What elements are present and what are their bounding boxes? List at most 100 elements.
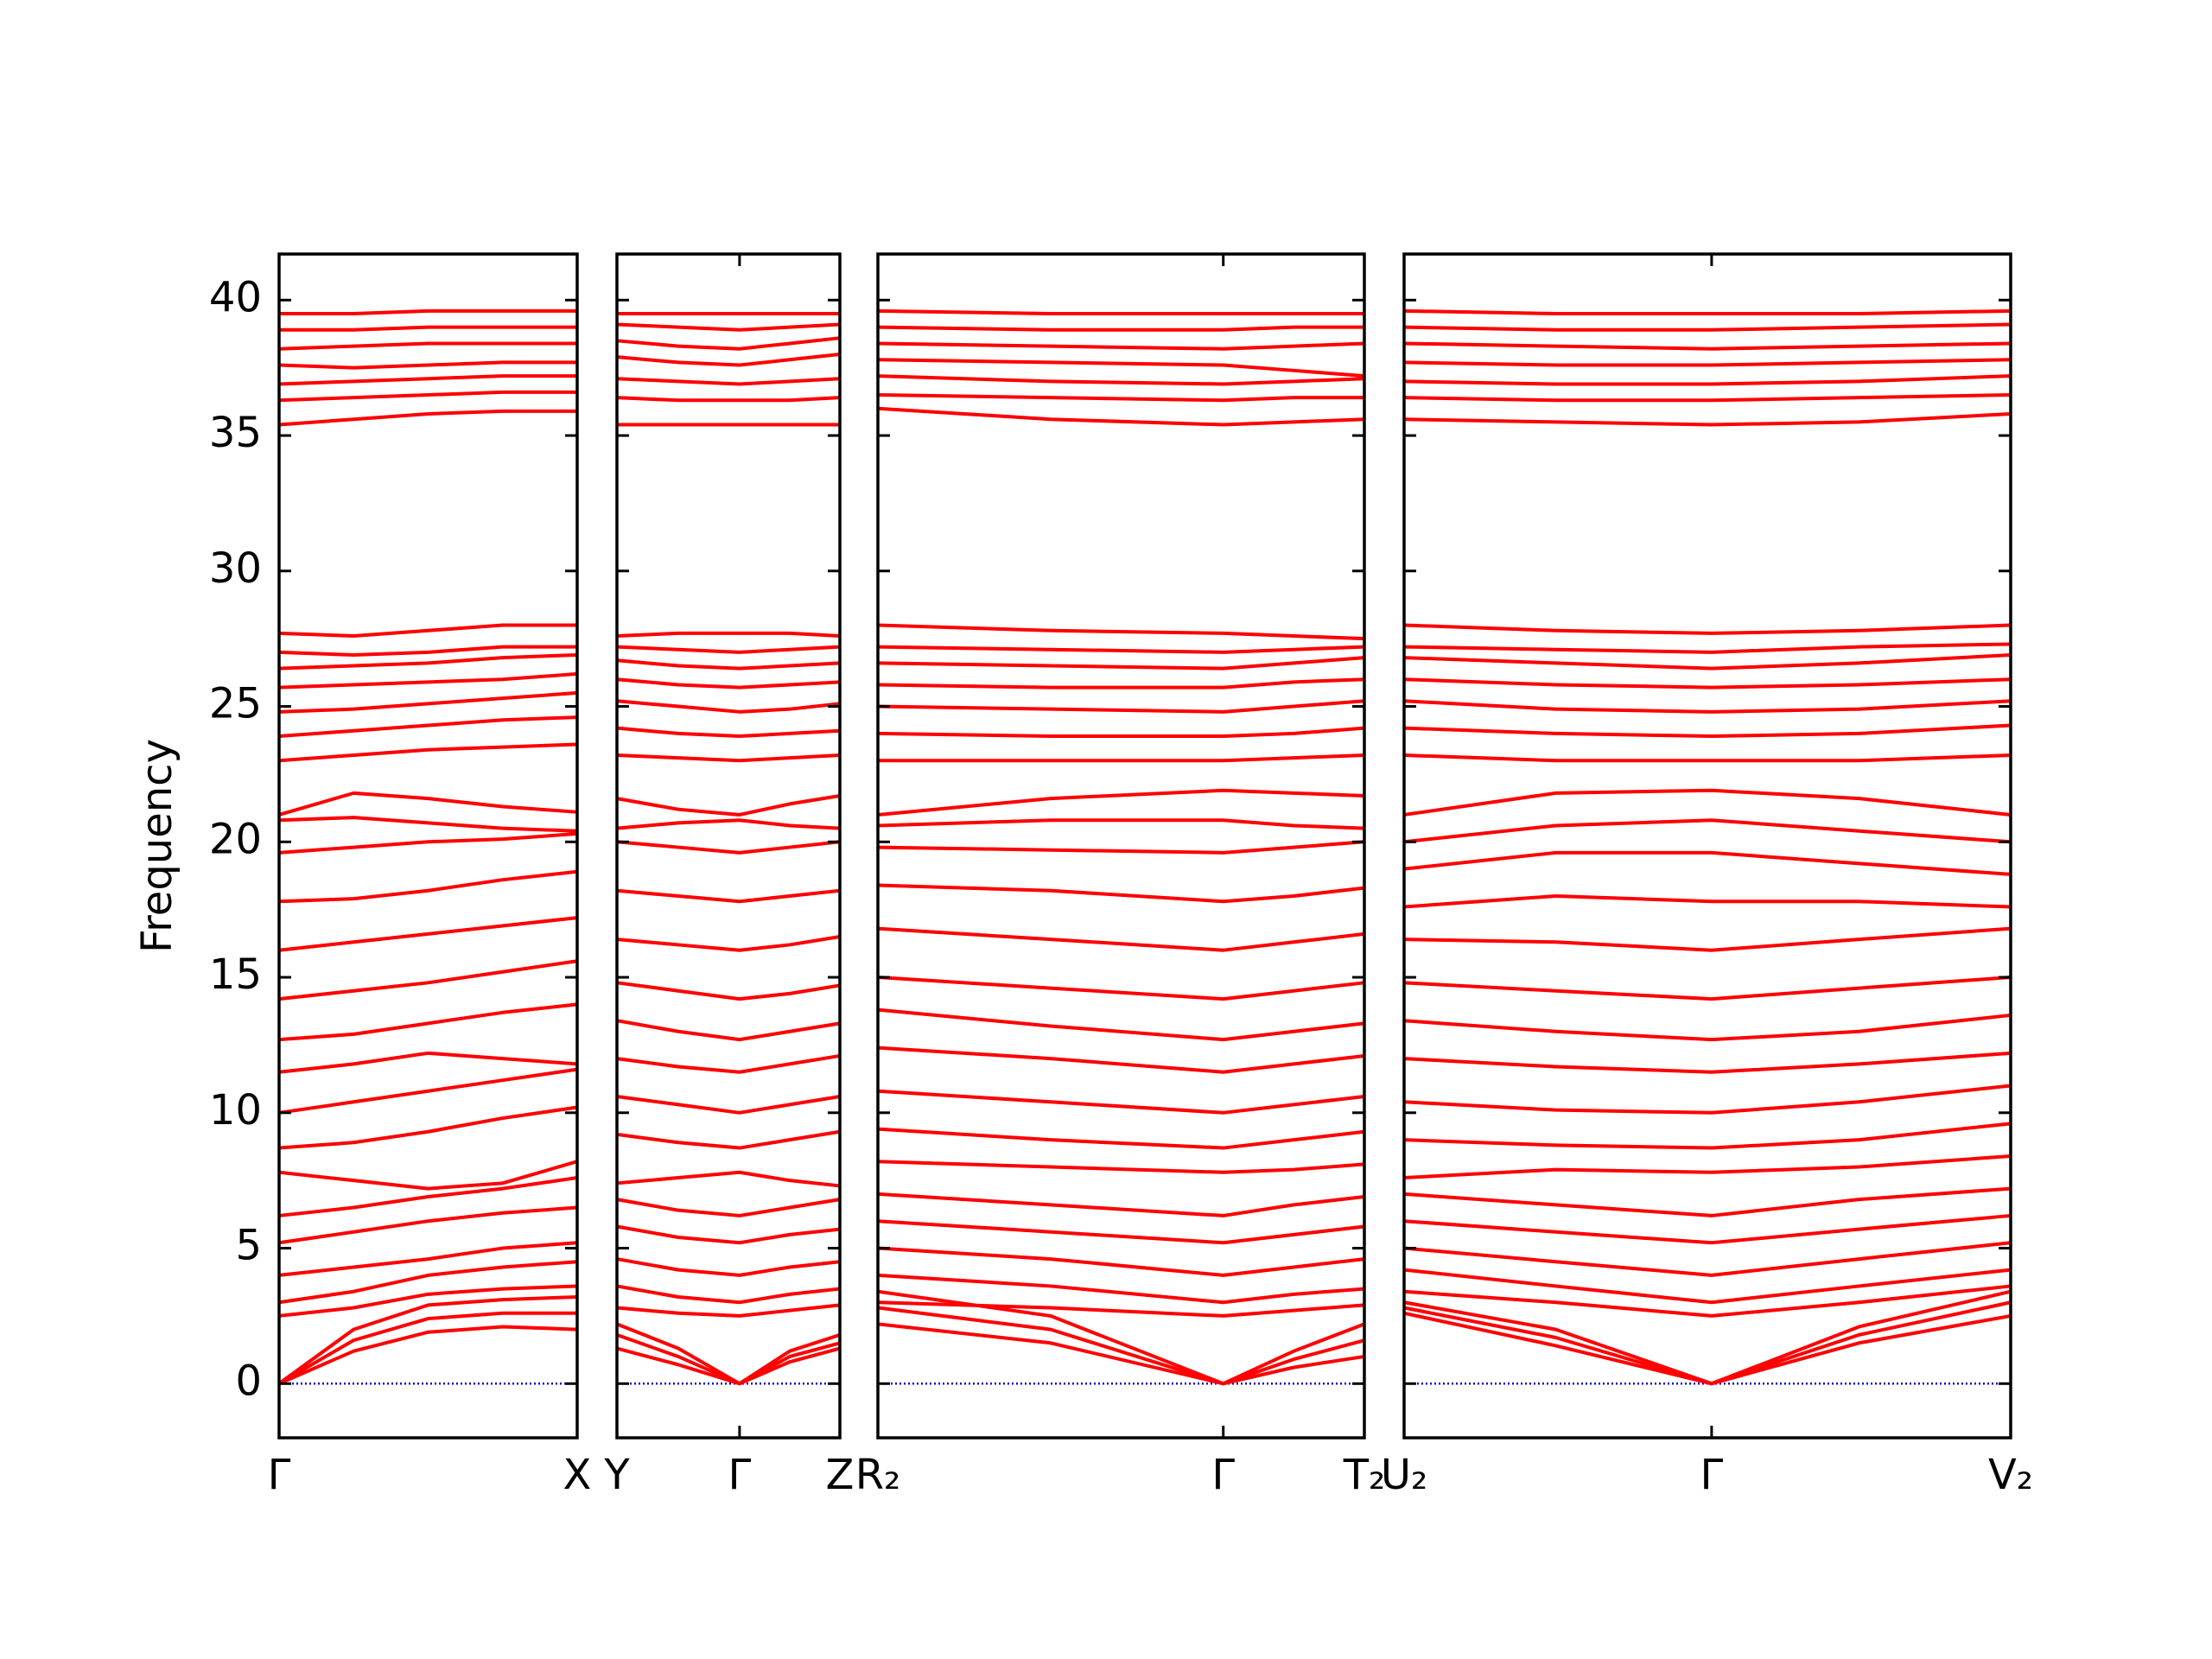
band-line bbox=[616, 840, 841, 855]
band-line bbox=[278, 869, 578, 904]
band-line bbox=[1403, 1213, 2012, 1245]
band-line bbox=[877, 788, 1365, 817]
band-line bbox=[1403, 818, 2012, 844]
band-line bbox=[616, 1224, 841, 1245]
band-line bbox=[278, 1260, 578, 1305]
x-tick-label: R₂ bbox=[855, 1451, 901, 1499]
band-line bbox=[278, 1325, 578, 1386]
band-line bbox=[278, 1205, 578, 1245]
band-line bbox=[616, 981, 841, 1001]
band-line bbox=[1403, 926, 2012, 952]
band-line bbox=[278, 742, 578, 763]
band-line bbox=[1403, 652, 2012, 671]
band-line bbox=[1403, 1122, 2012, 1150]
band-line bbox=[616, 818, 841, 830]
y-tick-label: 15 bbox=[209, 950, 262, 999]
band-line bbox=[877, 374, 1365, 386]
band-line bbox=[616, 1170, 841, 1188]
band-line bbox=[278, 360, 577, 370]
band-line bbox=[1403, 894, 2012, 909]
band-line bbox=[1403, 642, 2012, 654]
y-tick-label: 10 bbox=[209, 1086, 262, 1135]
band-line bbox=[1403, 1154, 2012, 1180]
band-line bbox=[877, 840, 1365, 855]
band-line bbox=[877, 1273, 1365, 1305]
band-line bbox=[1403, 1241, 2012, 1277]
y-tick-label: 40 bbox=[209, 273, 262, 321]
band-line bbox=[616, 645, 841, 654]
band-line bbox=[877, 358, 1365, 378]
band-line bbox=[1403, 393, 2012, 403]
band-line bbox=[616, 794, 841, 817]
band-line bbox=[877, 645, 1365, 654]
band-line bbox=[1403, 850, 2012, 876]
band-line bbox=[877, 1192, 1365, 1217]
band-line bbox=[1403, 358, 2012, 367]
band-line bbox=[616, 631, 841, 639]
band-line bbox=[616, 1198, 841, 1217]
y-axis-label: Frequency bbox=[133, 739, 181, 953]
band-line bbox=[1403, 1284, 2012, 1318]
panel-frame bbox=[876, 252, 1366, 1440]
band-line bbox=[1403, 308, 2012, 315]
y-tick-label: 25 bbox=[209, 680, 262, 728]
y-tick-label: 0 bbox=[235, 1357, 262, 1405]
band-line bbox=[278, 1105, 578, 1150]
band-line bbox=[278, 1067, 578, 1115]
band-line bbox=[1403, 322, 2012, 332]
band-line bbox=[877, 1246, 1365, 1277]
band-line bbox=[278, 671, 578, 690]
band-line bbox=[878, 753, 1365, 763]
band-line bbox=[877, 393, 1364, 403]
panel-frame bbox=[277, 252, 579, 1440]
band-line bbox=[877, 726, 1365, 739]
band-line bbox=[877, 341, 1365, 351]
band-line bbox=[278, 831, 578, 855]
band-line bbox=[278, 341, 577, 351]
band-line bbox=[616, 658, 841, 671]
band-line bbox=[278, 1284, 578, 1318]
band-line bbox=[1403, 374, 2012, 386]
band-line bbox=[278, 374, 577, 386]
band-line bbox=[877, 976, 1365, 1001]
band-line bbox=[278, 959, 578, 1001]
y-tick-label: 30 bbox=[209, 544, 262, 593]
band-line bbox=[877, 308, 1364, 315]
band-line bbox=[877, 818, 1365, 830]
band-line bbox=[616, 699, 841, 714]
band-line bbox=[278, 1241, 578, 1277]
band-line bbox=[616, 1303, 841, 1318]
band-line bbox=[877, 677, 1365, 690]
x-tick-label: Y bbox=[603, 1451, 630, 1499]
band-line bbox=[616, 677, 841, 690]
band-line bbox=[1403, 753, 2012, 763]
band-line bbox=[616, 1284, 841, 1305]
band-line bbox=[877, 1046, 1365, 1074]
band-line bbox=[877, 1127, 1365, 1150]
band-line bbox=[278, 715, 578, 739]
band-line bbox=[278, 1176, 578, 1217]
band-line bbox=[278, 1160, 578, 1191]
x-tick-label: Γ bbox=[1211, 1451, 1235, 1499]
band-line bbox=[616, 753, 841, 763]
y-tick-label: 35 bbox=[209, 409, 262, 457]
band-line bbox=[616, 353, 841, 367]
band-line bbox=[877, 1306, 1365, 1386]
band-line bbox=[279, 325, 577, 332]
band-line bbox=[1403, 1013, 2012, 1042]
x-tick-label: Γ bbox=[1700, 1451, 1724, 1499]
band-line bbox=[877, 325, 1364, 332]
band-line bbox=[877, 1289, 1365, 1386]
band-line bbox=[278, 409, 577, 427]
band-line bbox=[616, 322, 841, 332]
band-line bbox=[877, 699, 1365, 714]
band-line bbox=[1403, 1051, 2012, 1074]
x-tick-label: T₂ bbox=[1343, 1451, 1386, 1499]
band-line bbox=[278, 623, 577, 639]
band-line bbox=[1403, 1268, 2012, 1305]
band-line bbox=[278, 645, 577, 657]
band-line bbox=[1403, 1289, 2012, 1386]
band-line bbox=[616, 1053, 841, 1074]
band-line bbox=[616, 377, 841, 386]
